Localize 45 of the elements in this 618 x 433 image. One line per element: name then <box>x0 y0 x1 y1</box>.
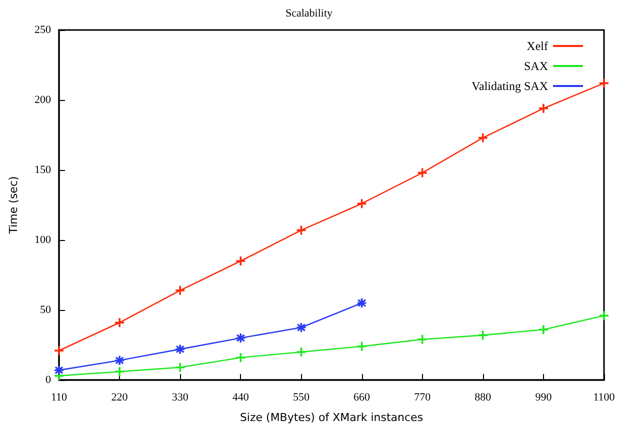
point <box>600 311 608 320</box>
x-tick-label: 220 <box>111 392 128 404</box>
y-tick-label: 150 <box>34 164 52 176</box>
point <box>296 323 306 332</box>
y-tick-label: 250 <box>34 24 52 36</box>
x-tick-label: 440 <box>232 392 250 404</box>
point <box>115 367 124 376</box>
point <box>418 334 427 344</box>
x-tick-label: 330 <box>172 392 189 404</box>
y-tick-label: 200 <box>34 94 52 106</box>
point <box>236 256 246 266</box>
point <box>176 286 185 295</box>
x-tick-label: 660 <box>354 392 371 404</box>
legend-label: Validating SAX <box>472 79 548 93</box>
x-axis-title: Size (MBytes) of XMark instances <box>240 411 424 424</box>
point <box>176 362 185 372</box>
y-tick-label: 100 <box>34 234 52 246</box>
x-tick-label: 990 <box>535 392 552 404</box>
point <box>357 298 366 308</box>
point <box>538 104 548 113</box>
point <box>54 366 64 375</box>
point <box>357 199 366 208</box>
x-tick-label: 1100 <box>593 392 616 404</box>
point <box>296 348 306 356</box>
point <box>115 318 124 328</box>
point <box>236 353 246 362</box>
x-tick-label: 880 <box>474 392 492 404</box>
point <box>600 78 608 88</box>
point <box>357 342 366 351</box>
y-tick-label: 0 <box>46 374 52 386</box>
point <box>176 344 185 354</box>
point <box>236 334 246 342</box>
point <box>478 330 488 340</box>
x-tick-label: 110 <box>50 392 68 404</box>
point <box>54 346 64 356</box>
x-tick-label: 770 <box>414 392 432 404</box>
chart-title: Scalability <box>285 8 334 20</box>
legend-label: SAX <box>524 59 548 73</box>
legend-label: Xelf <box>526 39 548 53</box>
point <box>478 133 488 142</box>
y-tick-label: 50 <box>40 304 52 316</box>
point <box>115 356 124 365</box>
x-tick-label: 550 <box>292 392 310 404</box>
y-axis-title: Time (sec) <box>7 176 20 235</box>
point <box>538 325 548 334</box>
